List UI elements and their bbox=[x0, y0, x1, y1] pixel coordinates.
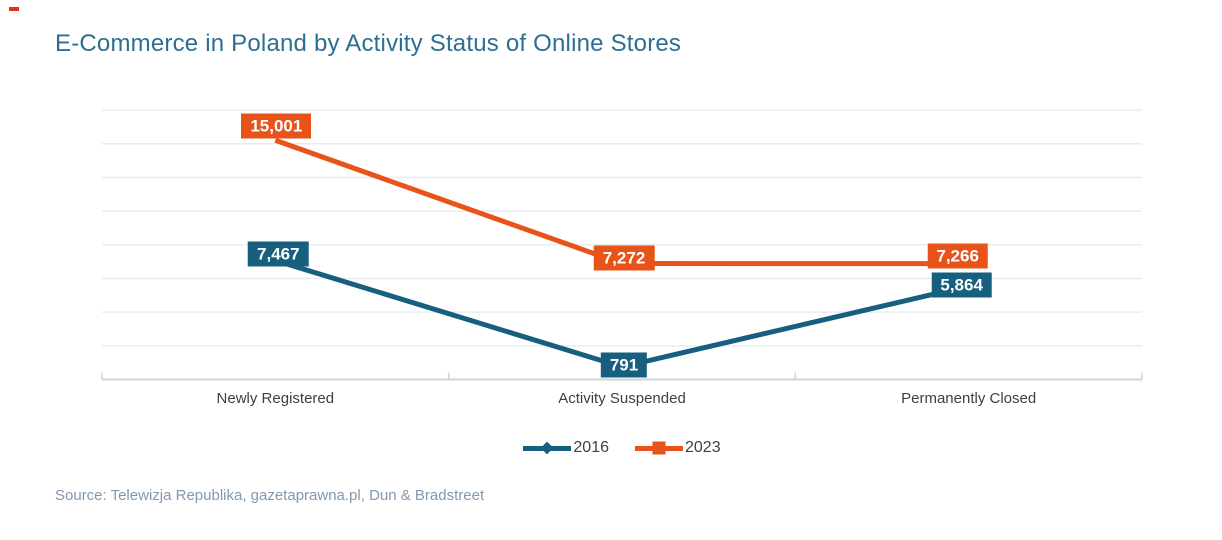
legend-item-2023: 2023 bbox=[635, 439, 721, 457]
data-label-2023-permanently-closed: 7,266 bbox=[927, 243, 988, 269]
legend-line-2016 bbox=[523, 441, 572, 455]
legend-label-2023: 2023 bbox=[685, 439, 721, 456]
diamond-marker-icon bbox=[541, 441, 554, 455]
data-label-2023-activity-suspended: 7,272 bbox=[593, 245, 655, 271]
category-label-activity-suspended: Activity Suspended bbox=[558, 390, 686, 407]
data-label-2016-activity-suspended: 791 bbox=[600, 352, 648, 378]
legend-line-2023 bbox=[635, 441, 683, 455]
data-label-2016-newly-registered: 7,467 bbox=[248, 241, 309, 267]
category-label-permanently-closed: Permanently Closed bbox=[901, 390, 1037, 407]
accent-mark bbox=[9, 7, 19, 11]
legend: 2016 2023 bbox=[102, 438, 1142, 458]
series-line-2016 bbox=[274, 258, 970, 370]
legend-item-2016: 2016 bbox=[523, 439, 609, 457]
square-marker-icon bbox=[652, 441, 666, 455]
data-label-2023-newly-registered: 15,001 bbox=[241, 113, 312, 139]
gridlines bbox=[102, 109, 1142, 347]
chart-title: E-Commerce in Poland by Activity Status … bbox=[55, 30, 682, 57]
source-text: Source: Telewizja Republika, gazetaprawn… bbox=[55, 487, 485, 504]
data-label-2016-permanently-closed: 5,864 bbox=[931, 272, 992, 298]
x-axis bbox=[101, 372, 1143, 381]
legend-label-2016: 2016 bbox=[573, 439, 609, 456]
category-label-newly-registered: Newly Registered bbox=[216, 390, 335, 407]
